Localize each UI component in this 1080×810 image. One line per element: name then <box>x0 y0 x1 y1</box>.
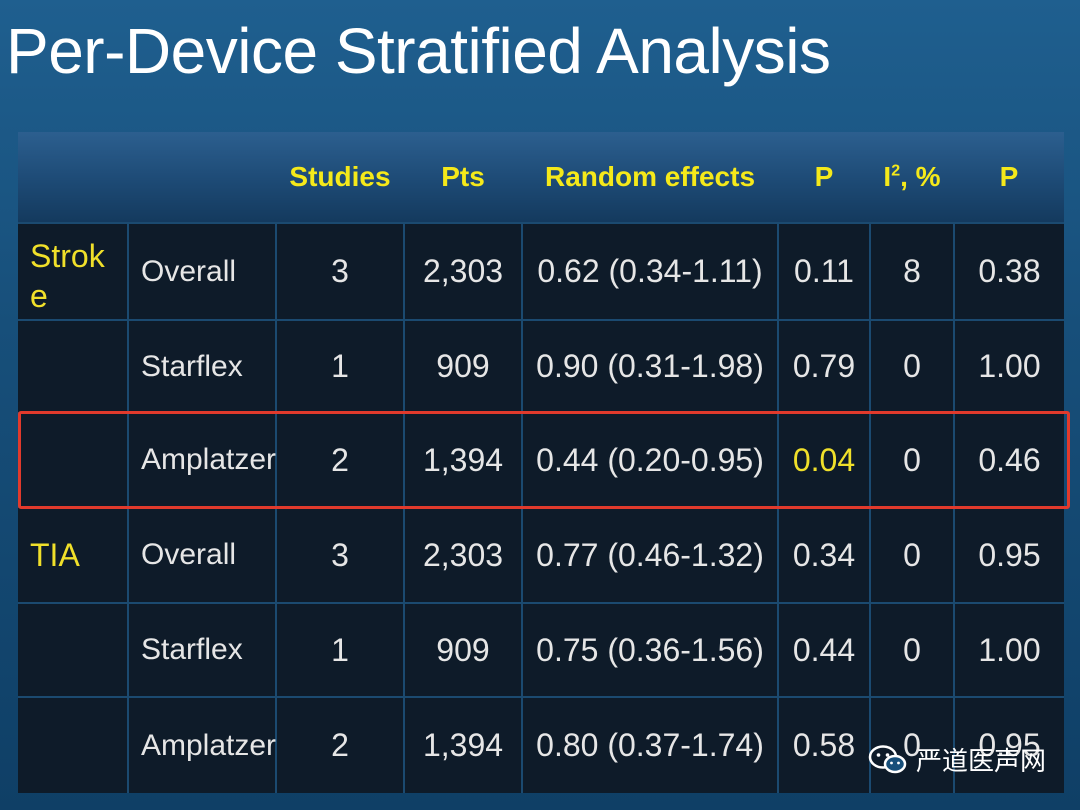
group-label-stroke: Strok e <box>18 222 128 320</box>
table-header-row: Studies Pts Random effects P I2, % P <box>18 132 1064 223</box>
p-het-cell: 1.00 <box>953 602 1064 697</box>
studies-cell: 2 <box>275 696 404 793</box>
header-i2: I2, % <box>870 132 954 223</box>
studies-cell: 3 <box>275 222 404 320</box>
random-effects-cell: 0.80 (0.37-1.74) <box>521 696 778 793</box>
header-p-heterogeneity: P <box>954 132 1064 223</box>
pts-cell: 2,303 <box>403 222 522 320</box>
header-blank <box>18 132 128 223</box>
p-cell: 0.34 <box>777 506 870 603</box>
pts-cell: 2,303 <box>403 506 522 603</box>
header-studies: Studies <box>276 132 404 223</box>
random-effects-cell: 0.90 (0.31-1.98) <box>521 319 778 413</box>
table-row: Strok e Overall 3 2,303 0.62 (0.34-1.11)… <box>18 222 1064 320</box>
random-effects-cell: 0.44 (0.20-0.95) <box>521 412 778 507</box>
header-pts: Pts <box>404 132 522 223</box>
table-row: TIA Overall 3 2,303 0.77 (0.46-1.32) 0.3… <box>18 506 1064 603</box>
device-cell: Amplatzer <box>127 412 276 507</box>
table-row: Starflex 1 909 0.90 (0.31-1.98) 0.79 0 1… <box>18 319 1064 413</box>
group-blank <box>18 319 128 413</box>
device-cell: Overall <box>127 506 276 603</box>
wechat-icon <box>868 744 907 773</box>
group-label-tia: TIA <box>18 506 128 603</box>
i2-cell: 8 <box>869 222 954 320</box>
i2-cell: 0 <box>869 412 954 507</box>
p-cell: 0.11 <box>777 222 870 320</box>
p-het-cell: 0.46 <box>953 412 1064 507</box>
p-cell: 0.58 <box>777 696 870 793</box>
stratified-analysis-table: Studies Pts Random effects P I2, % P Str… <box>18 132 1064 793</box>
p-het-cell: 0.95 <box>953 696 1064 793</box>
random-effects-cell: 0.62 (0.34-1.11) <box>521 222 778 320</box>
i2-cell: 0 <box>869 319 954 413</box>
i2-cell: 0 <box>869 602 954 697</box>
p-cell: 0.79 <box>777 319 870 413</box>
p-het-cell: 0.95 <box>953 506 1064 603</box>
header-blank <box>128 132 276 223</box>
pts-cell: 909 <box>403 319 522 413</box>
random-effects-cell: 0.77 (0.46-1.32) <box>521 506 778 603</box>
header-p: P <box>778 132 870 223</box>
p-cell: 0.44 <box>777 602 870 697</box>
group-blank <box>18 412 128 507</box>
watermark: 严道医声网 <box>868 741 1046 778</box>
pts-cell: 909 <box>403 602 522 697</box>
watermark-text: 严道医声网 <box>915 747 1046 777</box>
header-random-effects: Random effects <box>522 132 778 223</box>
table-row-highlighted: Amplatzer 2 1,394 0.44 (0.20-0.95) 0.04 … <box>18 412 1064 507</box>
device-cell: Starflex <box>127 602 276 697</box>
device-cell: Starflex <box>127 319 276 413</box>
studies-cell: 3 <box>275 506 404 603</box>
p-cell-significant: 0.04 <box>777 412 870 507</box>
pts-cell: 1,394 <box>403 696 522 793</box>
p-het-cell: 1.00 <box>953 319 1064 413</box>
device-cell: Overall <box>127 222 276 320</box>
random-effects-cell: 0.75 (0.36-1.56) <box>521 602 778 697</box>
device-cell: Amplatzer <box>127 696 276 793</box>
studies-cell: 2 <box>275 412 404 507</box>
group-blank <box>18 602 128 697</box>
p-het-cell: 0.38 <box>953 222 1064 320</box>
pts-cell: 1,394 <box>403 412 522 507</box>
studies-cell: 1 <box>275 602 404 697</box>
table-row: Amplatzer 2 1,394 0.80 (0.37-1.74) 0.58 … <box>18 696 1064 793</box>
i2-cell: 0 <box>869 506 954 603</box>
slide-title: Per-Device Stratified Analysis <box>6 15 831 87</box>
table-row: Starflex 1 909 0.75 (0.36-1.56) 0.44 0 1… <box>18 602 1064 697</box>
studies-cell: 1 <box>275 319 404 413</box>
group-blank <box>18 696 128 793</box>
